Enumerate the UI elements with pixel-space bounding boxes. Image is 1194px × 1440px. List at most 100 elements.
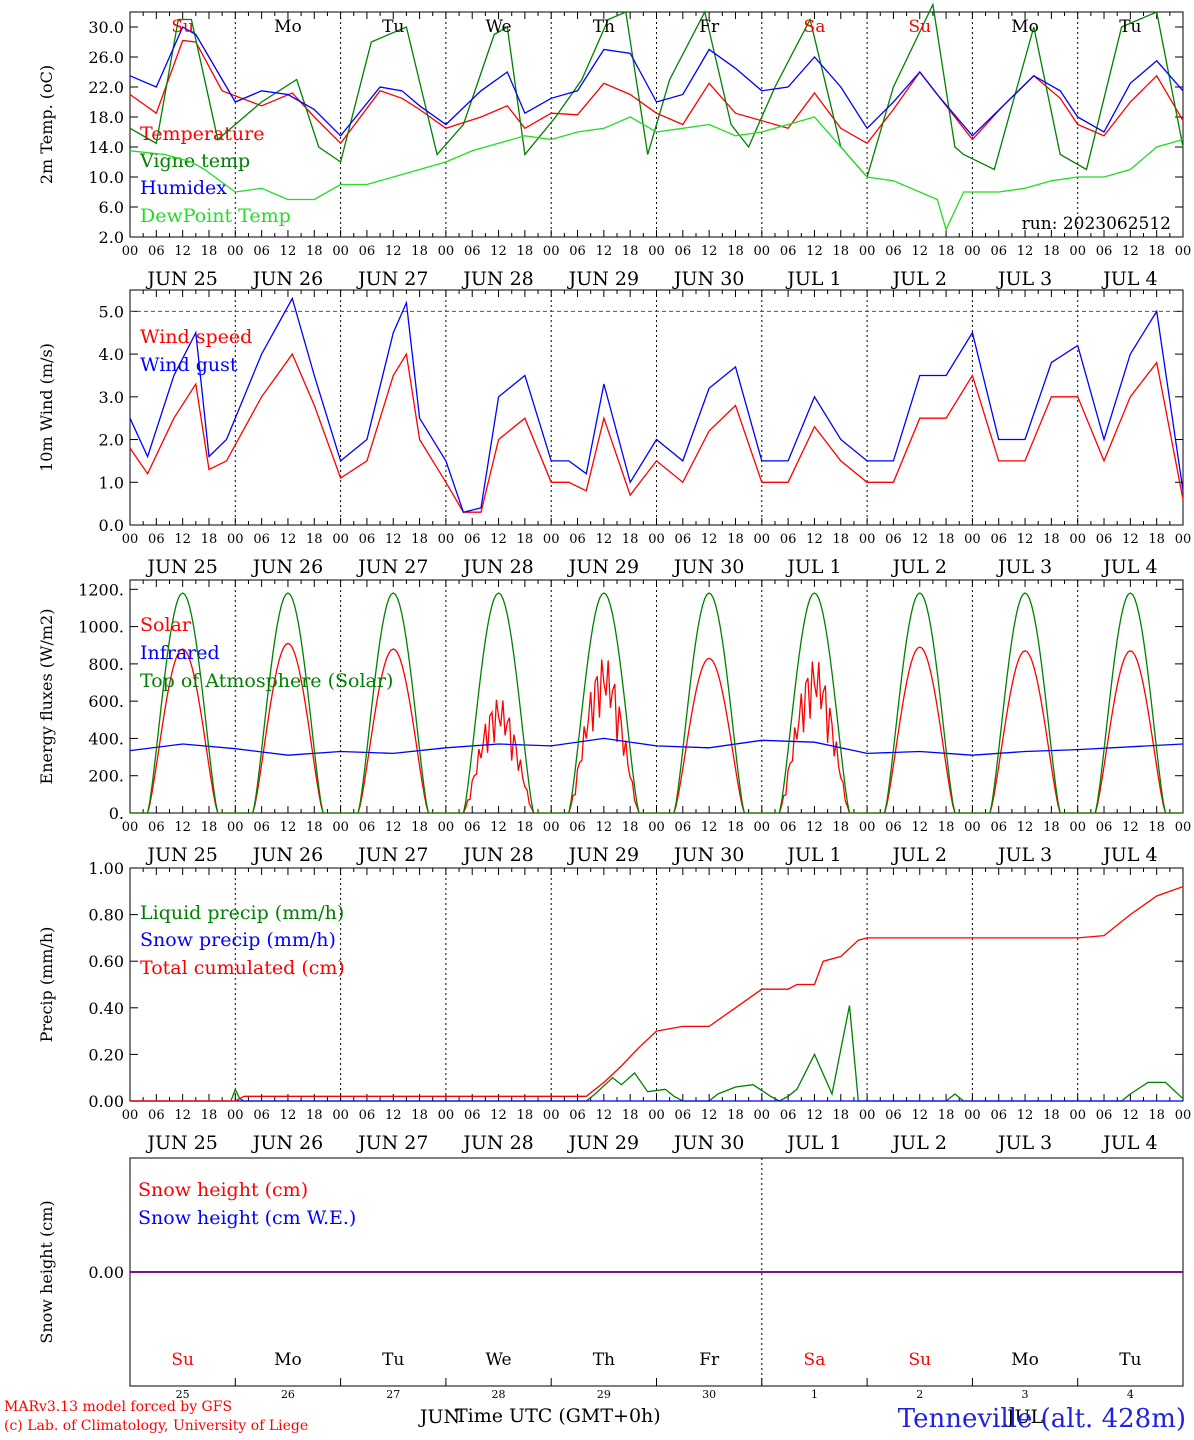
- hour-label: 00: [648, 532, 665, 547]
- weekday-label: Th: [593, 17, 615, 37]
- y-tick-label: 400.: [88, 729, 124, 748]
- hour-label: 06: [148, 532, 165, 547]
- hour-label: 00: [122, 1108, 139, 1123]
- hour-label: 12: [701, 244, 718, 259]
- y-tick-label: 0.40: [88, 999, 124, 1018]
- date-label: JUL 1: [785, 844, 841, 866]
- date-label: JUN 27: [356, 556, 428, 578]
- hour-label: 06: [569, 532, 586, 547]
- month-label: JUL: [1005, 1406, 1044, 1428]
- weekday-label: Mo: [1011, 17, 1039, 37]
- y-tick-label: 30.0: [88, 18, 124, 37]
- model-credit: MARv3.13 model forced by GFS: [4, 1399, 233, 1415]
- day-number: 4: [1127, 1388, 1134, 1401]
- hour-label: 12: [1017, 1108, 1034, 1123]
- hour-label: 06: [885, 1108, 902, 1123]
- hour-label: 06: [253, 820, 270, 835]
- hour-label: 12: [911, 532, 928, 547]
- hour-label: 00: [227, 244, 244, 259]
- hour-label: 00: [438, 1108, 455, 1123]
- y-tick-label: 0.60: [88, 952, 124, 971]
- hour-label: 06: [569, 244, 586, 259]
- y-tick-label: 1200.: [78, 580, 124, 599]
- lab-credit: (c) Lab. of Climatology, University of L…: [4, 1418, 309, 1434]
- series-line-liquid-precip-mm-h-: [130, 1005, 1184, 1102]
- date-label: JUN 25: [145, 268, 217, 290]
- date-label: JUN 30: [672, 268, 744, 290]
- hour-label: 00: [332, 532, 349, 547]
- weekday-label: Mo: [274, 17, 302, 37]
- hour-label: 18: [1148, 244, 1165, 259]
- legend-label: Solar: [140, 614, 192, 636]
- hour-label: 00: [964, 820, 981, 835]
- hour-label: 06: [359, 532, 376, 547]
- hour-label: 18: [201, 1108, 218, 1123]
- y-tick-label: 2.0: [99, 228, 124, 247]
- hour-label: 12: [911, 244, 928, 259]
- legend-label: DewPoint Temp: [140, 205, 291, 227]
- y-tick-label: 4.0: [99, 345, 124, 364]
- hour-label: 00: [438, 244, 455, 259]
- hour-label: 12: [280, 532, 297, 547]
- hour-label: 06: [780, 820, 797, 835]
- hour-label: 06: [990, 532, 1007, 547]
- hour-label: 18: [833, 244, 850, 259]
- day-number: 30: [702, 1388, 716, 1401]
- legend-label: Temperature: [140, 123, 264, 145]
- y-tick-label: 200.: [88, 767, 124, 786]
- y-axis-label: 10m Wind (m/s): [37, 343, 56, 472]
- hour-label: 18: [727, 244, 744, 259]
- y-axis-label: Energy fluxes (W/m2): [37, 609, 56, 785]
- hour-label: 12: [1017, 820, 1034, 835]
- y-tick-label: 0.: [109, 804, 124, 823]
- hour-label: 06: [675, 1108, 692, 1123]
- hour-label: 12: [806, 1108, 823, 1123]
- date-label: JUN 29: [567, 844, 639, 866]
- hour-label: 06: [359, 244, 376, 259]
- legend-label: Snow height (cm): [138, 1179, 308, 1201]
- hour-label: 06: [990, 1108, 1007, 1123]
- hour-label: 00: [859, 1108, 876, 1123]
- series-line-vigne-temp: [129, 2, 1184, 179]
- date-label: JUN 27: [356, 1132, 428, 1154]
- date-label: JUN 29: [567, 1132, 639, 1154]
- weekday-label: Su: [908, 17, 931, 37]
- y-tick-label: 5.0: [99, 302, 124, 321]
- date-label: JUL 1: [785, 268, 841, 290]
- day-number: 3: [1022, 1388, 1029, 1401]
- hour-label: 06: [569, 820, 586, 835]
- hour-label: 06: [464, 820, 481, 835]
- hour-label: 00: [1069, 532, 1086, 547]
- date-label: JUN 25: [145, 1132, 217, 1154]
- y-tick-label: 6.0: [99, 198, 124, 217]
- legend-label: Wind gust: [140, 354, 238, 376]
- hour-label: 06: [780, 1108, 797, 1123]
- hour-label: 00: [859, 244, 876, 259]
- hour-label: 00: [1069, 820, 1086, 835]
- hour-label: 06: [253, 244, 270, 259]
- date-label: JUL 3: [996, 844, 1052, 866]
- date-label: JUL 4: [1101, 556, 1157, 578]
- panel-3: 0. 200. 400. 600. 800. 1000. 1200. Energy fluxe…: [37, 579, 1191, 866]
- date-label: JUL 2: [891, 844, 947, 866]
- hour-label: 00: [332, 244, 349, 259]
- hour-label: 18: [201, 244, 218, 259]
- weekday-label-bottom: Mo: [274, 1350, 302, 1370]
- hour-label: 18: [411, 532, 428, 547]
- weekday-label-bottom: We: [485, 1350, 511, 1370]
- date-label: JUN 29: [567, 556, 639, 578]
- series-line-wind-speed: [129, 352, 1184, 513]
- date-label: JUL 3: [996, 268, 1052, 290]
- weekday-label-bottom: Tu: [1119, 1350, 1141, 1370]
- hour-label: 00: [543, 1108, 560, 1123]
- date-label: JUN 26: [251, 1132, 323, 1154]
- hour-label: 18: [1043, 532, 1060, 547]
- hour-label: 12: [806, 244, 823, 259]
- hour-label: 18: [1148, 820, 1165, 835]
- hour-label: 00: [227, 1108, 244, 1123]
- panel-2: 0.0 1.0 2.0 3.0 4.0 5.0 10m Wind (m/s) 00 06 12 18…: [37, 289, 1191, 578]
- hour-label: 06: [1096, 532, 1113, 547]
- date-label: JUL 2: [891, 556, 947, 578]
- hour-label: 00: [438, 820, 455, 835]
